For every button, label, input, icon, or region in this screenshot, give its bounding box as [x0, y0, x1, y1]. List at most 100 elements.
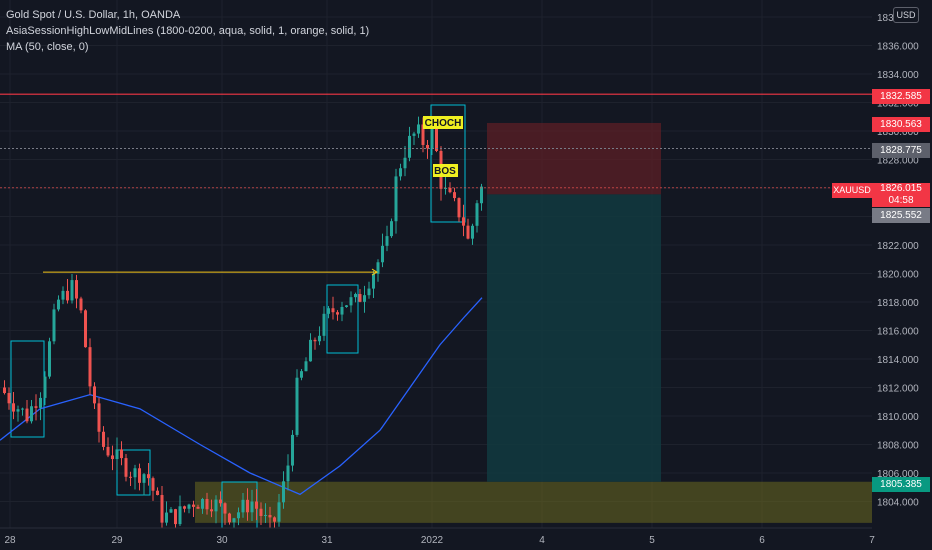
candle-body	[367, 288, 371, 296]
candle-body	[169, 509, 173, 513]
candle-body	[462, 217, 465, 226]
candle-body	[466, 225, 470, 239]
symbol-title[interactable]: Gold Spot / U.S. Dollar, 1h, OANDA	[6, 9, 181, 21]
candle-body	[16, 409, 20, 412]
candle-body	[39, 397, 42, 408]
candle-body	[48, 341, 51, 377]
candle-body	[111, 455, 114, 460]
symbol-price-tag: XAUUSD	[832, 183, 872, 198]
candle-body	[124, 458, 128, 477]
candle-body	[421, 124, 425, 145]
candle-body	[241, 499, 245, 513]
candle-body	[453, 192, 456, 199]
time-tick-label: 28	[4, 535, 16, 546]
candle-body	[30, 406, 33, 422]
levels	[0, 93, 872, 189]
candle-body	[52, 309, 56, 342]
time-axis[interactable]	[0, 528, 932, 550]
candle-body	[349, 297, 353, 306]
indicator-asia-session[interactable]: AsiaSessionHighLowMidLines (1800-0200, a…	[6, 25, 370, 37]
time-axis-ticks: 28 29 30 31 2022 4 5 6 7	[4, 535, 875, 546]
moving-average	[0, 297, 483, 496]
price-tick-label: 1812.000	[877, 384, 919, 395]
candle-body	[309, 339, 312, 362]
bos-label-bg	[433, 164, 458, 177]
currency-button[interactable]: USD	[893, 7, 919, 23]
zones	[195, 122, 872, 523]
time-tick-label: 2022	[421, 535, 444, 546]
price-tick-label: 1808.000	[877, 441, 919, 452]
candle-body	[70, 280, 74, 301]
candle-body	[444, 187, 447, 189]
time-tick-label: 29	[111, 535, 123, 546]
candle-body	[142, 474, 146, 483]
candle-body	[223, 503, 227, 514]
candle-body	[205, 499, 209, 510]
price-tick-label: 1828.000	[877, 156, 919, 167]
yellow-arrow-head	[371, 268, 378, 276]
price-axis[interactable]	[872, 0, 932, 528]
asia-session-box	[326, 284, 359, 354]
candle-body	[327, 308, 330, 314]
candle-body	[277, 502, 281, 522]
stop-loss-zone	[487, 122, 661, 195]
candle-body	[237, 512, 240, 519]
candle-body	[430, 127, 434, 149]
candle-body	[259, 508, 263, 517]
stop-price-tag: 1830.563	[872, 117, 930, 132]
candle-body	[250, 501, 254, 513]
choch-label: CHOCH	[425, 118, 462, 129]
candle-body	[286, 465, 290, 482]
candle-body	[394, 176, 398, 222]
grid-lines	[0, 0, 872, 528]
time-tick-label: 30	[216, 535, 228, 546]
candle-body	[183, 506, 186, 509]
candle-body	[210, 509, 213, 512]
indicator-ma[interactable]: MA (50, close, 0)	[6, 41, 89, 53]
demand-zone	[195, 481, 872, 523]
candle-body	[219, 499, 222, 504]
candle-body	[138, 468, 141, 483]
candle-body	[313, 339, 317, 342]
candle-body	[151, 478, 155, 491]
candle-body	[403, 157, 407, 169]
candle-body	[363, 295, 366, 302]
asia-session-box	[430, 104, 466, 223]
candle-body	[156, 490, 159, 496]
candle-body	[174, 509, 177, 525]
candle-body	[165, 512, 168, 523]
candle-body	[61, 290, 65, 300]
candle-body	[246, 499, 249, 513]
price-tick-label: 1820.000	[877, 270, 919, 281]
candlesticks	[3, 116, 483, 535]
candle-body	[66, 290, 69, 301]
candle-body	[201, 499, 204, 509]
candle-body	[228, 513, 231, 523]
time-tick-label: 31	[321, 535, 333, 546]
candle-body	[331, 308, 335, 313]
price-tick-label: 1814.000	[877, 355, 919, 366]
time-tick-label: 7	[869, 535, 875, 546]
candle-body	[345, 305, 348, 307]
candle-body	[295, 377, 299, 435]
candle-body	[115, 449, 119, 460]
entry-price-tag: 1825.552	[872, 208, 930, 223]
asia-session-box	[116, 449, 151, 496]
candle-body	[21, 408, 24, 410]
candle-body	[187, 504, 191, 509]
candle-body	[178, 506, 182, 525]
candle-body	[300, 371, 303, 378]
candle-body	[273, 517, 276, 522]
candle-body	[88, 347, 92, 387]
candle-body	[34, 406, 38, 408]
bar-countdown: 04:58	[888, 195, 914, 206]
candle-body	[93, 386, 96, 404]
price-tick-label: 1804.000	[877, 498, 919, 509]
candle-body	[160, 495, 164, 523]
price-tick-label: 1818.000	[877, 298, 919, 309]
candle-body	[354, 294, 357, 298]
candle-body	[3, 387, 6, 394]
current-price: 1826.015	[880, 183, 922, 194]
candle-body	[147, 474, 150, 479]
